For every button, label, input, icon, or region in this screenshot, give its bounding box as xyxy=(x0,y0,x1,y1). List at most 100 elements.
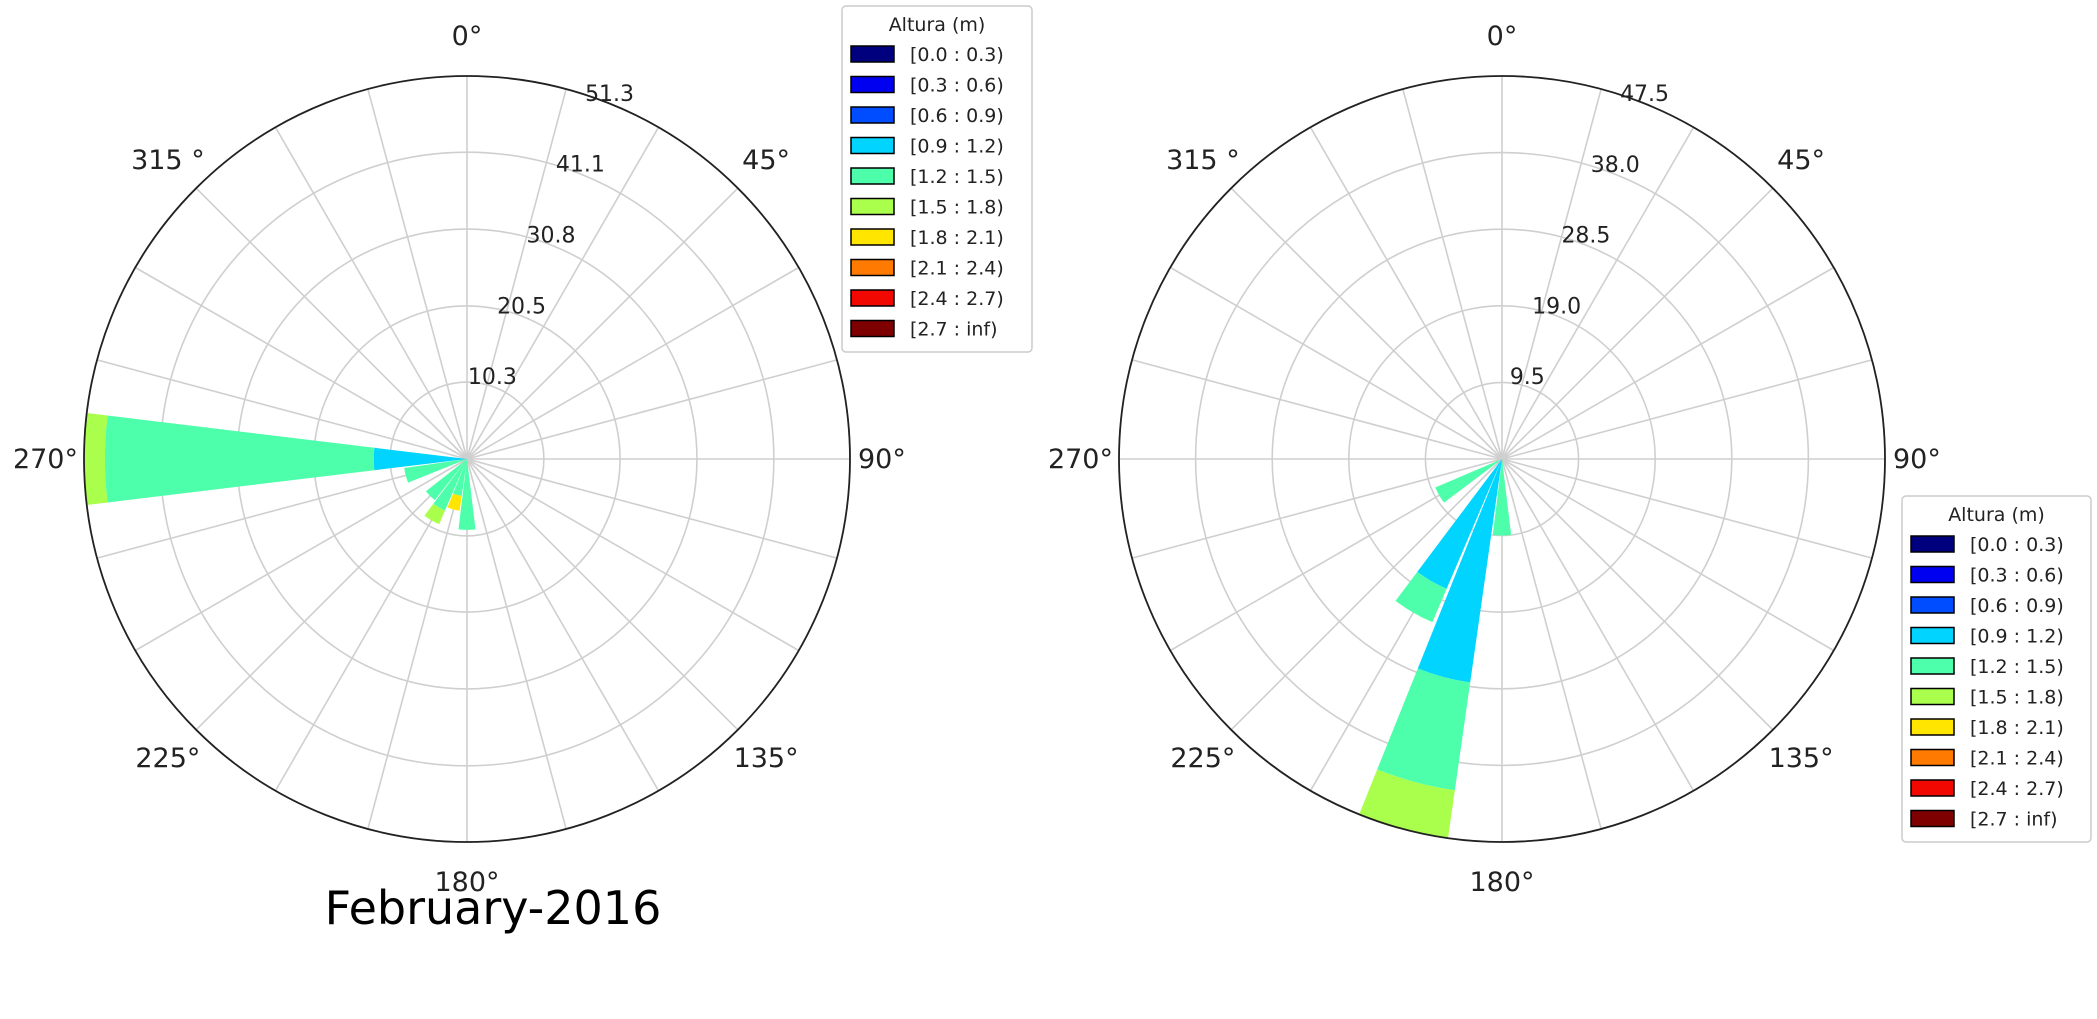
angular-grid-line xyxy=(96,359,468,460)
legend-swatch xyxy=(850,106,895,124)
angular-grid-line xyxy=(1501,88,1602,460)
windrose-bar-segment xyxy=(1377,668,1471,791)
windrose-bar-segment xyxy=(1395,571,1447,623)
angular-grid-line xyxy=(1501,458,1695,792)
radial-tick-label: 20.5 xyxy=(497,295,546,320)
angular-grid-line xyxy=(1309,126,1503,460)
legend-label: [1.5 : 1.8) xyxy=(910,197,1004,219)
angular-grid-line xyxy=(466,88,567,460)
legend-title: Altura (m) xyxy=(1948,504,2045,526)
legend-label: [2.4 : 2.7) xyxy=(1970,778,2064,800)
angle-label: 180° xyxy=(434,867,499,898)
windrose-bar-segment xyxy=(1359,769,1455,839)
legend-label: [0.3 : 0.6) xyxy=(910,75,1004,97)
legend-label: [2.4 : 2.7) xyxy=(910,288,1004,310)
legend-label: [0.6 : 0.9) xyxy=(1970,595,2064,617)
legend-swatch xyxy=(1910,565,1955,584)
windrose-bar-segment xyxy=(84,412,108,506)
windrose-bar-segment xyxy=(373,447,467,471)
radial-tick-label: 9.5 xyxy=(1510,365,1545,390)
angular-grid-line xyxy=(1169,266,1503,460)
angular-grid-line xyxy=(1501,266,1835,460)
legend-swatch xyxy=(1910,596,1955,614)
windrose-chart-right: 9.5 19.0 28.5 38.0 47.5 0° 45° 90° 135° 180° 225° 2… xyxy=(1048,21,2092,898)
angular-grid-line xyxy=(96,458,468,559)
angular-grid-line xyxy=(1501,126,1695,460)
angular-grid-line xyxy=(367,88,468,460)
angular-grid-line xyxy=(274,126,468,460)
angular-grid-line xyxy=(1230,187,1503,460)
angular-grid-line xyxy=(466,359,838,460)
radial-tick-label: 10.3 xyxy=(468,365,517,390)
legend-swatch xyxy=(1910,779,1955,797)
legend-label: [1.2 : 1.5) xyxy=(1970,656,2064,678)
legend-label: [1.8 : 2.1) xyxy=(910,227,1004,249)
polar-frame xyxy=(1118,75,1886,843)
angle-label: 225° xyxy=(1170,743,1235,774)
windrose-chart-left: 10.3 20.5 30.8 41.1 51.3 0° 45° 90° 135° 180° 225°… xyxy=(13,5,1033,898)
angular-grid-line xyxy=(1131,359,1503,460)
legend-swatch xyxy=(850,167,895,185)
angle-label: 0° xyxy=(1487,21,1518,52)
figure-caption: February-2016 xyxy=(325,881,662,935)
angular-grid-line xyxy=(1131,458,1503,559)
legend-swatch xyxy=(1910,657,1955,675)
legend-swatch xyxy=(1910,718,1955,736)
angular-grid-line xyxy=(367,458,468,830)
angular-grid-line xyxy=(466,187,739,460)
angular-grid-line xyxy=(466,458,800,652)
angular-grid-line xyxy=(134,266,468,460)
legend-swatch xyxy=(850,319,895,338)
legend-label: [0.6 : 0.9) xyxy=(910,105,1004,127)
windrose-bar-segment xyxy=(458,459,476,530)
angular-grid-line xyxy=(466,458,567,830)
legend-label: [2.7 : inf) xyxy=(1970,809,2058,831)
radial-tick-label: 28.5 xyxy=(1561,224,1610,249)
windrose-bar-segment xyxy=(104,415,375,503)
legend-label: [2.7 : inf) xyxy=(910,319,998,341)
legend-swatch xyxy=(850,258,895,277)
radial-tick-label: 30.8 xyxy=(527,224,576,249)
legend-label: [2.1 : 2.4) xyxy=(1970,748,2064,770)
radial-tick-label: 51.3 xyxy=(585,82,634,107)
angle-label: 225° xyxy=(135,743,200,774)
angle-label: 270° xyxy=(1048,444,1113,475)
angular-grid-line xyxy=(1402,88,1503,460)
angle-label: 315 ° xyxy=(1166,145,1240,176)
angular-grid-line xyxy=(1501,359,1873,460)
legend-label: [0.9 : 1.2) xyxy=(1970,626,2064,648)
legend-swatch xyxy=(850,197,895,216)
radial-tick-label: 38.0 xyxy=(1591,153,1640,178)
angular-grid-line xyxy=(466,266,800,460)
angular-grid-line xyxy=(466,126,660,460)
windrose-bar-segment xyxy=(447,493,462,511)
legend-swatch xyxy=(850,75,895,94)
legend-label: [0.0 : 0.3) xyxy=(1970,534,2064,556)
legend-swatch xyxy=(850,289,895,307)
legend-label: [1.8 : 2.1) xyxy=(1970,717,2064,739)
windrose-bar-segment xyxy=(1417,459,1502,589)
legend-swatch xyxy=(850,136,895,155)
windrose-bar-segment xyxy=(433,459,467,511)
radial-tick-label: 19.0 xyxy=(1532,294,1581,319)
legend-label: [1.2 : 1.5) xyxy=(910,166,1004,188)
polar-frame xyxy=(83,75,851,843)
angular-grid-line xyxy=(466,458,838,559)
angle-label: 90° xyxy=(1893,444,1941,475)
windrose-bar-segment xyxy=(424,503,446,525)
legend-label: [1.5 : 1.8) xyxy=(1970,687,2064,709)
legend-label: [2.1 : 2.4) xyxy=(910,258,1004,280)
angle-label: 0° xyxy=(452,21,483,52)
legend-title: Altura (m) xyxy=(889,14,986,36)
legend-swatch xyxy=(1910,535,1955,553)
windrose-bar-segment xyxy=(1417,459,1502,683)
angular-grid-line xyxy=(466,458,739,731)
legend-label: [0.0 : 0.3) xyxy=(910,44,1004,66)
angle-label: 135° xyxy=(734,743,799,774)
angular-grid-line xyxy=(1501,458,1873,559)
windrose-bar-segment xyxy=(425,459,467,501)
angular-grid-line xyxy=(1230,458,1503,731)
legend-swatch xyxy=(1910,687,1955,706)
legend-swatch xyxy=(1910,626,1955,645)
